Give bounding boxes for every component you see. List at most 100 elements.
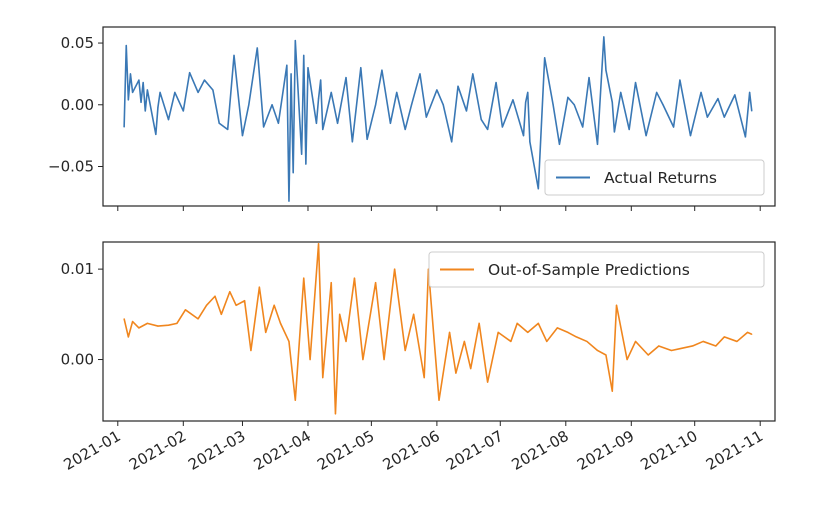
y-tick-label: 0.00 bbox=[61, 351, 94, 369]
data-point bbox=[176, 322, 178, 324]
data-point bbox=[140, 101, 142, 103]
data-point bbox=[279, 322, 282, 324]
data-point bbox=[567, 96, 569, 98]
data-point bbox=[706, 116, 708, 118]
data-point bbox=[596, 143, 599, 145]
y-ticks-top: −0.05 0.00 0.05 bbox=[48, 34, 103, 175]
data-point bbox=[575, 336, 577, 338]
data-point bbox=[353, 277, 356, 279]
series-actual-returns bbox=[123, 36, 753, 202]
data-point bbox=[233, 54, 235, 56]
data-point bbox=[366, 138, 368, 140]
data-point bbox=[127, 99, 129, 101]
data-point bbox=[248, 104, 250, 106]
data-point bbox=[243, 300, 246, 302]
data-point bbox=[288, 340, 290, 343]
data-point bbox=[628, 128, 630, 131]
data-point bbox=[123, 318, 125, 320]
data-point bbox=[525, 101, 527, 103]
data-point bbox=[155, 133, 157, 135]
data-point bbox=[157, 106, 159, 108]
data-point bbox=[749, 91, 751, 94]
data-point bbox=[596, 349, 599, 352]
data-point bbox=[457, 85, 459, 87]
data-point bbox=[746, 331, 749, 333]
data-point bbox=[647, 354, 649, 356]
data-point bbox=[394, 268, 396, 270]
legend-label-out-of-sample-predictions: Out-of-Sample Predictions bbox=[488, 261, 690, 279]
data-point bbox=[167, 324, 170, 326]
data-point bbox=[294, 399, 296, 401]
data-point bbox=[360, 67, 362, 69]
data-point bbox=[142, 81, 144, 84]
data-point bbox=[613, 131, 616, 133]
data-point bbox=[212, 89, 214, 91]
data-point bbox=[286, 64, 288, 66]
data-point bbox=[229, 291, 231, 293]
data-point bbox=[389, 122, 391, 124]
data-point bbox=[463, 340, 465, 343]
data-point bbox=[320, 79, 322, 81]
data-point bbox=[235, 304, 237, 306]
data-point bbox=[586, 340, 588, 343]
legend-label-actual-returns: Actual Returns bbox=[604, 169, 717, 187]
data-point bbox=[404, 128, 406, 131]
data-point bbox=[501, 126, 503, 128]
data-point bbox=[582, 126, 584, 128]
data-point bbox=[605, 69, 607, 71]
data-point bbox=[214, 295, 216, 297]
data-point bbox=[334, 413, 337, 415]
data-point bbox=[197, 91, 199, 94]
y-tick-label: 0.05 bbox=[61, 34, 94, 52]
data-point bbox=[679, 79, 681, 81]
data-point bbox=[144, 110, 146, 112]
data-point bbox=[303, 54, 305, 56]
data-point bbox=[423, 377, 425, 379]
data-point bbox=[218, 122, 220, 124]
data-point bbox=[438, 399, 440, 401]
data-point bbox=[271, 104, 273, 106]
data-point bbox=[658, 345, 660, 347]
data-point bbox=[273, 304, 275, 306]
data-point bbox=[182, 110, 184, 112]
data-point bbox=[717, 98, 719, 100]
data-point bbox=[465, 110, 468, 112]
data-point bbox=[436, 89, 438, 91]
data-point bbox=[662, 104, 664, 106]
data-point bbox=[455, 372, 457, 374]
data-point bbox=[339, 313, 341, 315]
data-point bbox=[522, 135, 525, 137]
data-point bbox=[303, 277, 305, 279]
data-point bbox=[203, 79, 206, 81]
data-point bbox=[189, 72, 191, 74]
legend-box-top bbox=[544, 159, 765, 196]
data-point bbox=[220, 313, 222, 315]
data-point bbox=[381, 69, 383, 71]
data-point bbox=[620, 91, 622, 94]
data-point bbox=[317, 243, 320, 245]
data-point bbox=[634, 340, 637, 343]
data-point bbox=[470, 367, 472, 370]
data-point bbox=[294, 39, 296, 42]
data-point bbox=[292, 172, 294, 174]
data-point bbox=[413, 313, 415, 315]
data-point bbox=[611, 390, 613, 392]
data-point bbox=[425, 116, 427, 118]
data-point bbox=[527, 331, 529, 333]
data-point bbox=[375, 104, 377, 106]
data-point bbox=[305, 163, 307, 165]
data-point bbox=[451, 141, 453, 143]
series-out-of-sample-predictions bbox=[123, 243, 753, 415]
axes-frame-top bbox=[102, 26, 776, 207]
axes-frame-bottom bbox=[102, 241, 776, 422]
data-point bbox=[404, 349, 406, 352]
data-point bbox=[125, 44, 127, 47]
data-point bbox=[241, 135, 244, 137]
data-point bbox=[410, 104, 413, 106]
data-point bbox=[383, 358, 385, 361]
data-point bbox=[527, 91, 529, 94]
data-point bbox=[588, 77, 590, 79]
y-tick-label: 0.00 bbox=[61, 96, 94, 114]
data-point bbox=[123, 126, 125, 128]
